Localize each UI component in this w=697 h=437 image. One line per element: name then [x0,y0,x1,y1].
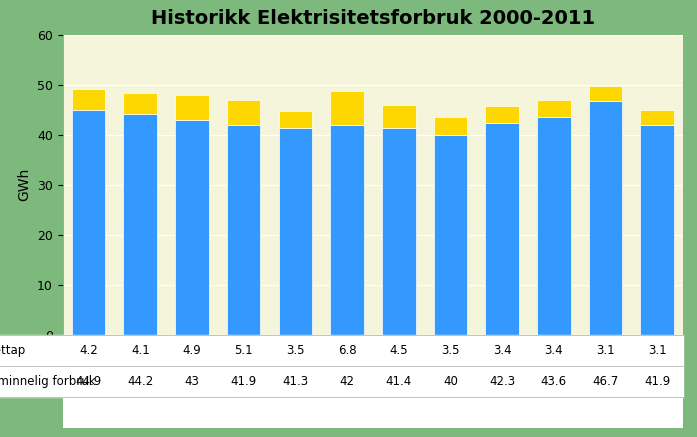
Text: 4.9: 4.9 [183,344,201,357]
Bar [641,125,674,335]
Text: 3.1: 3.1 [648,344,666,357]
Text: Nettap: Nettap [0,344,26,357]
Bar [537,117,571,335]
Text: 3.5: 3.5 [441,344,460,357]
Bar [382,105,415,128]
Text: 3.4: 3.4 [493,344,512,357]
Bar [330,125,364,335]
Text: 43: 43 [185,375,199,388]
Bar [175,120,209,335]
Text: 44.9: 44.9 [75,375,102,388]
Bar [227,100,261,125]
Text: 44.2: 44.2 [127,375,153,388]
Text: 42: 42 [339,375,355,388]
Text: 3.5: 3.5 [286,344,305,357]
Text: 5.1: 5.1 [234,344,253,357]
Bar [589,101,622,335]
Title: Historikk Elektrisitetsforbruk 2000-2011: Historikk Elektrisitetsforbruk 2000-2011 [151,9,595,28]
Text: 41.4: 41.4 [385,375,412,388]
Bar [279,128,312,335]
Bar [537,100,571,117]
Text: 42.3: 42.3 [489,375,515,388]
Text: 46.7: 46.7 [592,375,619,388]
Text: 3.4: 3.4 [544,344,563,357]
Y-axis label: GWh: GWh [17,168,31,201]
Bar [485,123,519,335]
Text: 41.9: 41.9 [644,375,671,388]
Bar [589,86,622,101]
Bar [123,94,157,114]
Bar [434,118,467,135]
Text: 4.1: 4.1 [131,344,150,357]
Text: 43.6: 43.6 [541,375,567,388]
Bar [641,110,674,125]
Bar [485,106,519,123]
Bar [227,125,261,335]
Text: 41.9: 41.9 [231,375,256,388]
Bar [382,128,415,335]
Bar [434,135,467,335]
Text: 6.8: 6.8 [338,344,356,357]
Text: Alminnelig forbruk: Alminnelig forbruk [0,375,95,388]
Bar [175,95,209,120]
Text: 3.1: 3.1 [596,344,615,357]
Text: 4.2: 4.2 [79,344,98,357]
Bar [279,111,312,128]
Bar [123,114,157,335]
Text: 40: 40 [443,375,458,388]
Text: 41.3: 41.3 [282,375,308,388]
Bar [72,111,105,335]
Text: 4.5: 4.5 [390,344,408,357]
Bar [330,91,364,125]
Bar [72,90,105,111]
